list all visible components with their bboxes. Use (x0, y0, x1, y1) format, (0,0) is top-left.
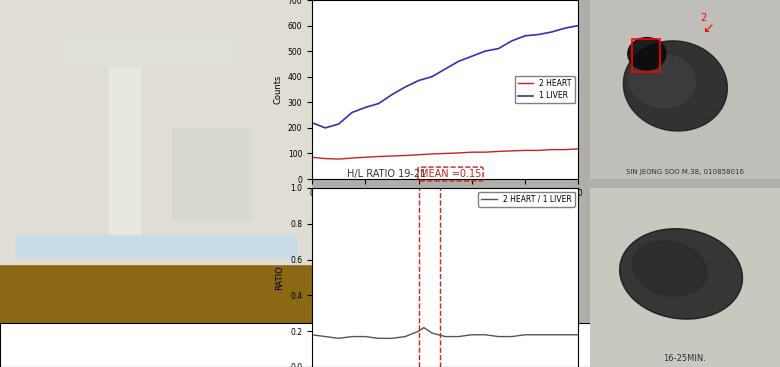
Ellipse shape (632, 241, 707, 296)
Polygon shape (16, 235, 296, 257)
1 LIVER (507, 39, 516, 43)
2 HEART (494, 149, 503, 154)
2 HEART (401, 153, 410, 158)
1 LIVER (414, 79, 424, 83)
1 LIVER (347, 110, 356, 115)
2 HEART (441, 151, 450, 156)
1 LIVER (480, 49, 490, 53)
2 HEART / 1 LIVER (419, 326, 428, 330)
Legend: 2 HEART, 1 LIVER: 2 HEART, 1 LIVER (515, 76, 575, 103)
1 LIVER (441, 67, 450, 71)
Bar (0, 0, 312, 264)
Bar (632, 39, 660, 72)
2 HEART / 1 LIVER (520, 333, 530, 337)
2 HEART / 1 LIVER (480, 333, 490, 337)
Y-axis label: Counts: Counts (273, 75, 282, 104)
2 HEART / 1 LIVER (560, 333, 569, 337)
1 LIVER (307, 120, 317, 125)
Line: 1 LIVER: 1 LIVER (312, 26, 578, 128)
2 HEART (467, 150, 477, 155)
2 HEART (560, 148, 569, 152)
Text: E-cam gamma camera, SIEMENS Co, Ltd,: E-cam gamma camera, SIEMENS Co, Ltd, (49, 350, 263, 360)
Text: 16-25MIN.: 16-25MIN. (664, 355, 707, 363)
Bar (0, 264, 312, 367)
2 HEART (360, 155, 370, 160)
Ellipse shape (623, 41, 728, 131)
2 HEART (374, 154, 383, 159)
1 LIVER (360, 105, 370, 110)
2 HEART (387, 154, 396, 158)
2 HEART / 1 LIVER (321, 334, 330, 339)
1 LIVER (401, 85, 410, 89)
2 HEART (427, 152, 437, 156)
Text: ↙: ↙ (702, 21, 714, 35)
Text: SIN JEONG SOO M.38, 010858016: SIN JEONG SOO M.38, 010858016 (626, 170, 744, 175)
Polygon shape (172, 128, 250, 220)
2 HEART / 1 LIVER (467, 333, 477, 337)
Legend: 2 HEART / 1 LIVER: 2 HEART / 1 LIVER (478, 192, 575, 207)
2 HEART (334, 157, 343, 161)
2 HEART / 1 LIVER (347, 334, 356, 339)
1 LIVER (427, 75, 437, 79)
2 HEART (480, 150, 490, 155)
1 LIVER (454, 59, 463, 63)
2 HEART / 1 LIVER (401, 334, 410, 339)
Polygon shape (62, 37, 234, 66)
2 HEART (573, 147, 583, 151)
2 HEART / 1 LIVER (547, 333, 556, 337)
2 HEART / 1 LIVER (494, 334, 503, 339)
2 HEART (520, 148, 530, 153)
2 HEART / 1 LIVER (334, 336, 343, 341)
2 HEART / 1 LIVER (374, 336, 383, 341)
1 LIVER (467, 54, 477, 58)
2 HEART / 1 LIVER (573, 333, 583, 337)
1 LIVER (573, 23, 583, 28)
2 HEART (414, 153, 424, 157)
Text: 2: 2 (700, 14, 707, 23)
1 LIVER (547, 30, 556, 34)
Line: 2 HEART / 1 LIVER: 2 HEART / 1 LIVER (312, 328, 578, 338)
2 HEART (307, 155, 317, 160)
Polygon shape (109, 55, 140, 239)
2 HEART (547, 148, 556, 152)
2 HEART / 1 LIVER (387, 336, 396, 341)
2 HEART (321, 156, 330, 161)
2 HEART (534, 148, 543, 153)
2 HEART / 1 LIVER (360, 334, 370, 339)
1 LIVER (494, 46, 503, 51)
Ellipse shape (628, 37, 666, 70)
Text: MEAN =0.15: MEAN =0.15 (420, 169, 481, 179)
1 LIVER (387, 92, 396, 97)
2 HEART / 1 LIVER (414, 329, 424, 333)
1 LIVER (520, 34, 530, 38)
1 LIVER (534, 32, 543, 37)
Line: 2 HEART: 2 HEART (312, 149, 578, 159)
2 HEART (347, 156, 356, 160)
1 LIVER (321, 126, 330, 130)
2 HEART (454, 151, 463, 155)
2 HEART / 1 LIVER (427, 331, 437, 335)
Text: H/L RATIO 19-21: H/L RATIO 19-21 (347, 169, 426, 179)
2 HEART / 1 LIVER (454, 334, 463, 339)
1 LIVER (374, 101, 383, 106)
2 HEART / 1 LIVER (507, 334, 516, 339)
2 HEART (507, 149, 516, 153)
Y-axis label: RATIO: RATIO (275, 265, 285, 290)
2 HEART / 1 LIVER (534, 333, 543, 337)
X-axis label: Time (Min): Time (Min) (423, 203, 467, 212)
2 HEART / 1 LIVER (307, 333, 317, 337)
Ellipse shape (619, 229, 743, 319)
1 LIVER (334, 122, 343, 126)
2 HEART / 1 LIVER (441, 334, 450, 339)
1 LIVER (560, 26, 569, 30)
Ellipse shape (629, 54, 695, 108)
